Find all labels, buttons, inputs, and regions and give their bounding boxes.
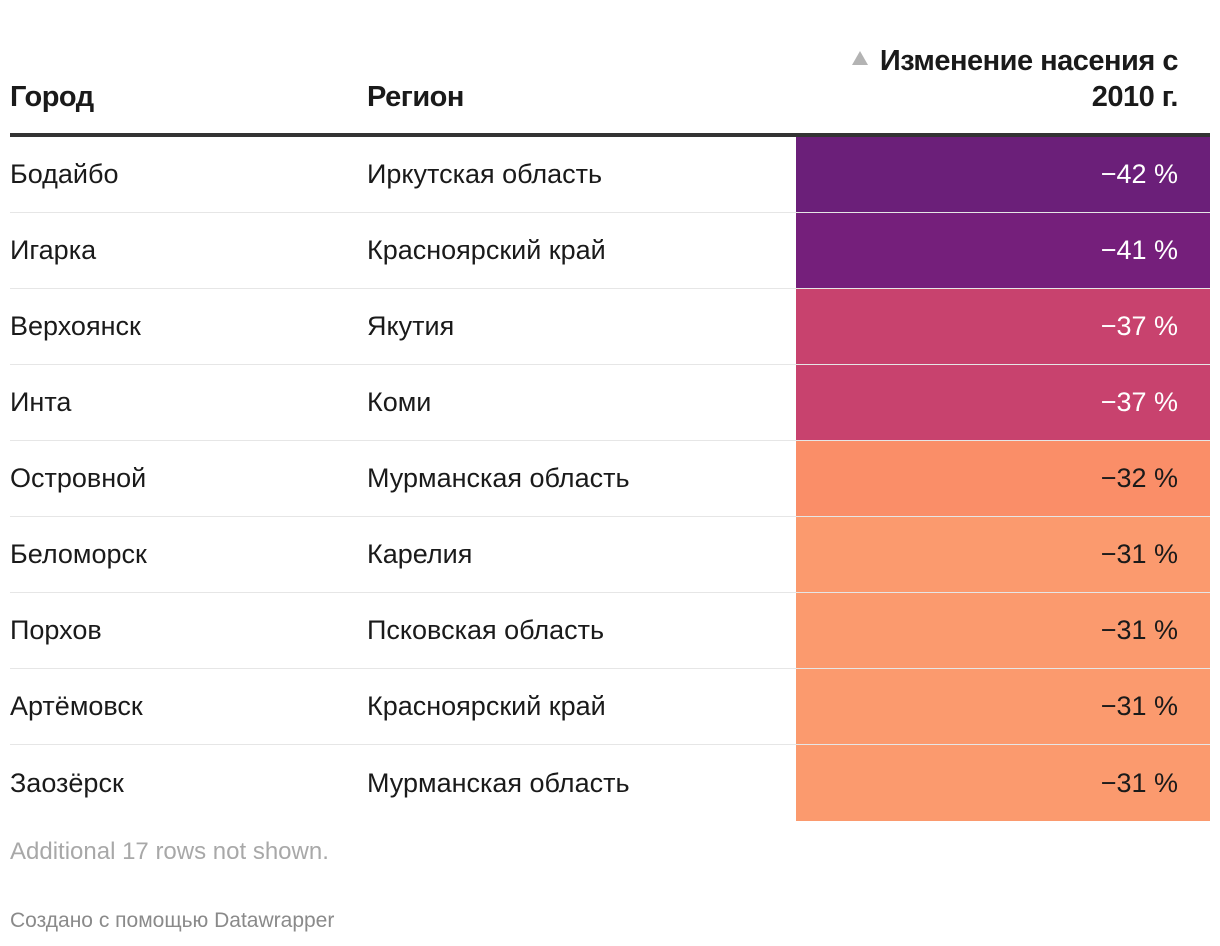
cell-change-heatmap: −42 % bbox=[796, 137, 1210, 212]
cell-city: Заозёрск bbox=[10, 767, 124, 798]
cell-city: Игарка bbox=[10, 235, 97, 265]
cell-region: Псковская область bbox=[367, 615, 605, 645]
table-row: Заозёрск Мурманская область −31 % bbox=[10, 745, 1210, 821]
table-header: Город Регион Изменение насения с 2010 г. bbox=[10, 0, 1210, 137]
table-row: Островной Мурманская область −32 % bbox=[10, 441, 1210, 517]
table-row: Беломорск Карелия −31 % bbox=[10, 517, 1210, 593]
cell-region: Коми bbox=[367, 387, 432, 417]
cell-change-heatmap: −31 % bbox=[796, 517, 1210, 592]
column-header-region[interactable]: Регион bbox=[367, 81, 464, 113]
cell-change-heatmap: −37 % bbox=[796, 289, 1210, 364]
table-body: Бодайбо Иркутская область −42 % Игарка Красн… bbox=[10, 137, 1210, 821]
column-header-city[interactable]: Город bbox=[10, 81, 94, 113]
cell-city: Порхов bbox=[10, 615, 102, 645]
cell-region: Якутия bbox=[367, 311, 455, 341]
cell-region: Мурманская область bbox=[367, 463, 630, 493]
table-row: Порхов Псковская область −31 % bbox=[10, 593, 1210, 669]
cell-city: Артёмовск bbox=[10, 691, 143, 721]
cell-city: Беломорск bbox=[10, 539, 147, 569]
cell-region: Красноярский край bbox=[367, 235, 606, 265]
table-row: Верхоянск Якутия −37 % bbox=[10, 289, 1210, 365]
column-header-change[interactable]: Изменение насения с 2010 г. bbox=[798, 43, 1179, 115]
cell-region: Красноярский край bbox=[367, 691, 606, 721]
cell-city: Бодайбо bbox=[10, 159, 119, 189]
cell-change-heatmap: −31 % bbox=[796, 593, 1210, 668]
cell-city: Островной bbox=[10, 463, 147, 493]
table-row: Артёмовск Красноярский край −31 % bbox=[10, 669, 1210, 745]
cell-change-heatmap: −32 % bbox=[796, 441, 1210, 516]
cell-region: Мурманская область bbox=[367, 767, 630, 798]
table-row: Бодайбо Иркутская область −42 % bbox=[10, 137, 1210, 213]
cell-change-heatmap: −37 % bbox=[796, 365, 1210, 440]
column-header-change-line2: 2010 г. bbox=[1091, 81, 1179, 113]
cell-change-heatmap: −41 % bbox=[796, 213, 1210, 288]
cell-change-heatmap: −31 % bbox=[796, 745, 1210, 821]
rows-hidden-note: Additional 17 rows not shown. bbox=[10, 838, 329, 865]
cell-region: Иркутская область bbox=[367, 159, 603, 189]
credit-link[interactable]: Создано с помощью Datawrapper bbox=[10, 909, 335, 932]
column-header-change-line1: Изменение насения с bbox=[879, 45, 1179, 77]
cell-change-heatmap: −31 % bbox=[796, 669, 1210, 744]
data-table: Город Регион Изменение насения с 2010 г.… bbox=[10, 0, 1210, 821]
cell-city: Инта bbox=[10, 387, 72, 417]
table-row: Инта Коми −37 % bbox=[10, 365, 1210, 441]
cell-region: Карелия bbox=[367, 539, 473, 569]
sort-ascending-icon bbox=[851, 51, 868, 65]
table-row: Игарка Красноярский край −41 % bbox=[10, 213, 1210, 289]
cell-city: Верхоянск bbox=[10, 311, 141, 341]
